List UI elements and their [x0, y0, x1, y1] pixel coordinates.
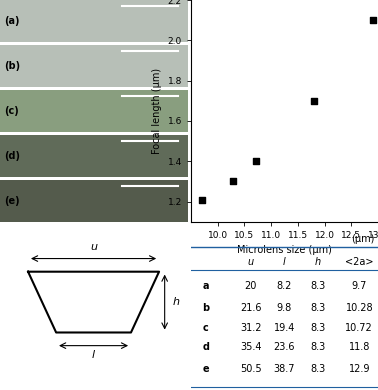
Text: 20: 20: [245, 282, 257, 291]
Text: 12.9: 12.9: [349, 363, 370, 374]
Text: u: u: [90, 242, 97, 252]
Point: [198, 197, 204, 203]
Text: (e): (e): [4, 196, 19, 206]
Text: <2a>: <2a>: [345, 257, 373, 267]
Text: l: l: [92, 351, 95, 360]
Text: (c): (c): [4, 106, 19, 116]
Text: 21.6: 21.6: [240, 303, 262, 313]
Text: (μm): (μm): [351, 234, 374, 244]
Text: 8.3: 8.3: [310, 323, 326, 333]
Text: 31.2: 31.2: [240, 323, 262, 333]
Y-axis label: Focal length (μm): Focal length (μm): [152, 68, 162, 154]
Point: [253, 158, 259, 165]
X-axis label: Microlens size (μm): Microlens size (μm): [237, 245, 332, 255]
Text: l: l: [283, 257, 286, 267]
Text: 8.3: 8.3: [310, 282, 326, 291]
Text: (a): (a): [4, 16, 19, 26]
Text: 50.5: 50.5: [240, 363, 262, 374]
Text: 8.3: 8.3: [310, 363, 326, 374]
Text: 8.2: 8.2: [277, 282, 292, 291]
Text: d: d: [202, 342, 209, 352]
Text: 23.6: 23.6: [274, 342, 295, 352]
Text: 9.8: 9.8: [277, 303, 292, 313]
Text: (b): (b): [4, 61, 20, 71]
Text: 11.8: 11.8: [349, 342, 370, 352]
Point: [229, 178, 235, 184]
Text: 10.28: 10.28: [345, 303, 373, 313]
Text: 38.7: 38.7: [274, 363, 295, 374]
Text: a: a: [203, 282, 209, 291]
Text: 10.72: 10.72: [345, 323, 373, 333]
Text: b: b: [202, 303, 209, 313]
Point: [311, 98, 317, 104]
Text: 8.3: 8.3: [310, 342, 326, 352]
Text: 8.3: 8.3: [310, 303, 326, 313]
Text: u: u: [248, 257, 254, 267]
Text: e: e: [203, 363, 209, 374]
Text: (d): (d): [4, 151, 20, 161]
Text: h: h: [172, 297, 179, 307]
Text: c: c: [203, 323, 209, 333]
Point: [370, 17, 376, 23]
Text: 19.4: 19.4: [274, 323, 295, 333]
Text: 35.4: 35.4: [240, 342, 262, 352]
Text: h: h: [315, 257, 321, 267]
Text: 9.7: 9.7: [352, 282, 367, 291]
